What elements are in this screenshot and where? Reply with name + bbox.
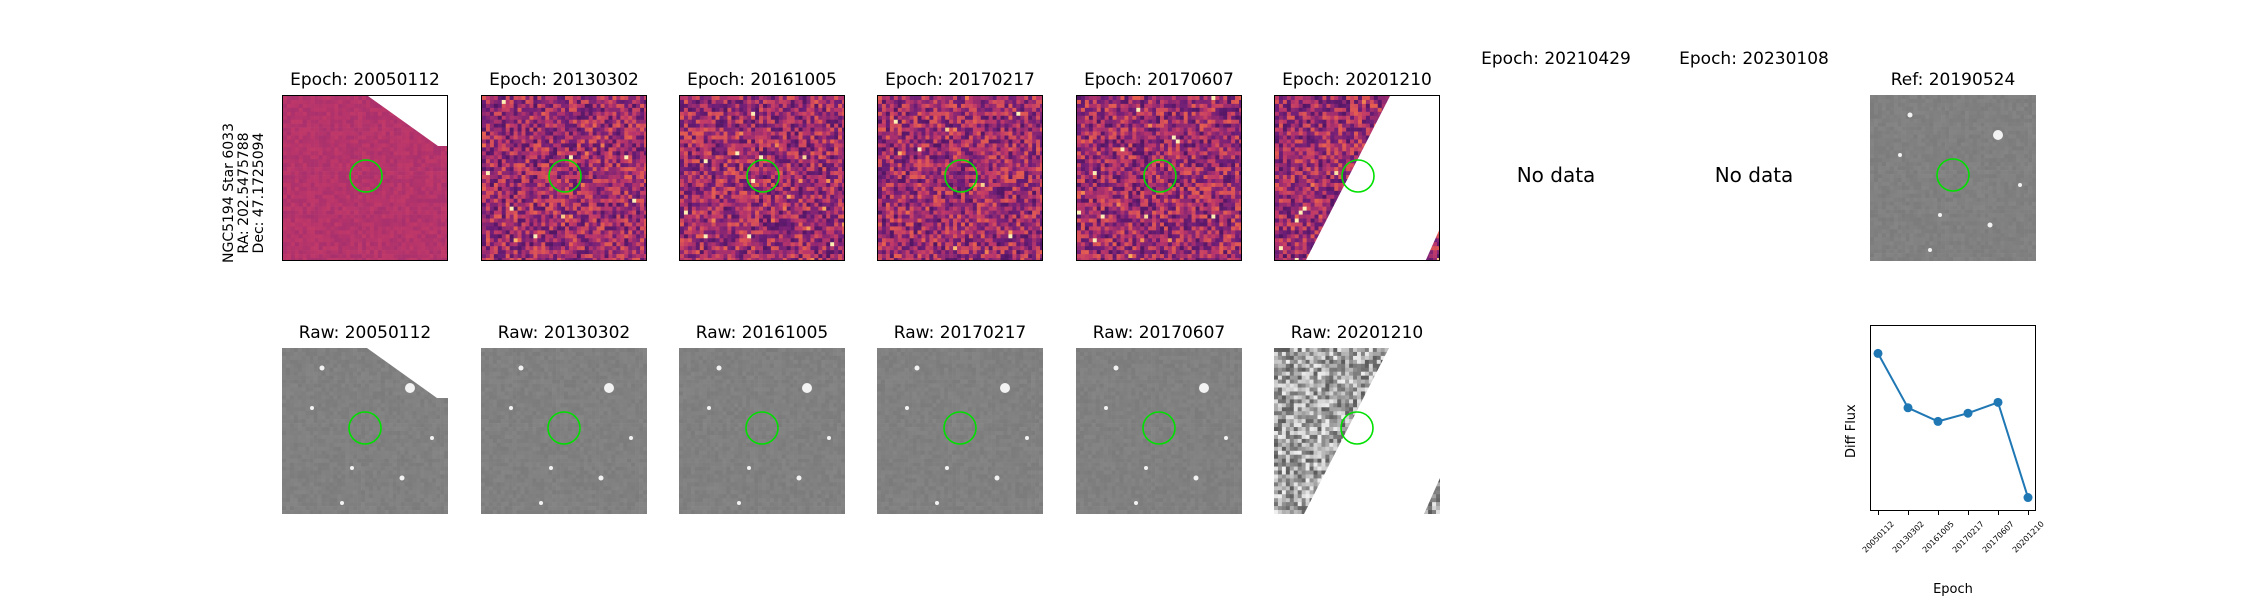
- raw-title-6: Raw: 20201210: [1274, 323, 1440, 343]
- diff-image-3: [679, 95, 845, 261]
- raw-title-3: Raw: 20161005: [679, 323, 845, 343]
- raw-image-4: [877, 348, 1043, 514]
- lc-xtick-label-6: 20201210: [2011, 519, 2046, 554]
- lc-xtick-label-3: 20161005: [1921, 519, 1956, 554]
- lc-xtick-label-4: 20170217: [1951, 519, 1986, 554]
- raw-title-2: Raw: 20130302: [481, 323, 647, 343]
- diff-image-4: [877, 95, 1043, 261]
- diff-title-2: Epoch: 20130302: [481, 70, 647, 90]
- lc-xtick-mark-4: [1968, 511, 1969, 515]
- diff-title-1: Epoch: 20050112: [282, 70, 448, 90]
- raw-image-3: [679, 348, 845, 514]
- diff-image-5: [1076, 95, 1242, 261]
- lc-xtick-label-1: 20050112: [1861, 519, 1896, 554]
- lc-ylabel: Diff Flux: [1838, 400, 1868, 460]
- diff-title-4: Epoch: 20170217: [877, 70, 1043, 90]
- raw-title-5: Raw: 20170607: [1076, 323, 1242, 343]
- lc-xlabel: Epoch: [1870, 582, 2036, 597]
- diff-title-8: Epoch: 20230108: [1671, 49, 1837, 69]
- lc-point-2: [1903, 403, 1913, 413]
- lc-xtick-mark-3: [1938, 511, 1939, 515]
- lc-xtick-label-2: 20130302: [1891, 519, 1926, 554]
- lc-point-1: [1873, 348, 1883, 358]
- diff-image-2: [481, 95, 647, 261]
- no-data-label-2: No data: [1671, 163, 1837, 187]
- lc-point-6: [2023, 493, 2033, 503]
- lc-point-3: [1933, 416, 1943, 426]
- target-name: NGC5194 Star 6033: [221, 108, 237, 278]
- lc-xtick-mark-6: [2028, 511, 2029, 515]
- lc-series-line: [1877, 352, 2029, 498]
- lc-xtick-mark-2: [1908, 511, 1909, 515]
- lc-point-5: [1993, 397, 2003, 407]
- diff-title-3: Epoch: 20161005: [679, 70, 845, 90]
- light-curve-chart: [1870, 325, 2036, 511]
- raw-title-1: Raw: 20050112: [282, 323, 448, 343]
- diff-image-1: [282, 95, 448, 261]
- target-label: NGC5194 Star 6033 RA: 202.5475788 Dec: 4…: [214, 108, 267, 278]
- target-dec: Dec: 47.1725094: [251, 108, 267, 278]
- lc-xtick-mark-1: [1878, 511, 1879, 515]
- raw-image-6: [1274, 348, 1440, 514]
- lc-point-4: [1963, 408, 1973, 418]
- diff-image-6: [1274, 95, 1440, 261]
- raw-title-4: Raw: 20170217: [877, 323, 1043, 343]
- lc-xtick-mark-5: [1998, 511, 1999, 515]
- ref-title: Ref: 20190524: [1870, 70, 2036, 90]
- ref-image: [1870, 95, 2036, 261]
- diff-title-7: Epoch: 20210429: [1473, 49, 1639, 69]
- raw-image-2: [481, 348, 647, 514]
- lc-frame: [1870, 325, 2036, 511]
- no-data-label-1: No data: [1473, 163, 1639, 187]
- diff-title-5: Epoch: 20170607: [1076, 70, 1242, 90]
- raw-image-1: [282, 348, 448, 514]
- raw-image-5: [1076, 348, 1242, 514]
- diff-title-6: Epoch: 20201210: [1274, 70, 1440, 90]
- lc-xtick-label-5: 20170607: [1981, 519, 2016, 554]
- target-ra: RA: 202.5475788: [236, 108, 252, 278]
